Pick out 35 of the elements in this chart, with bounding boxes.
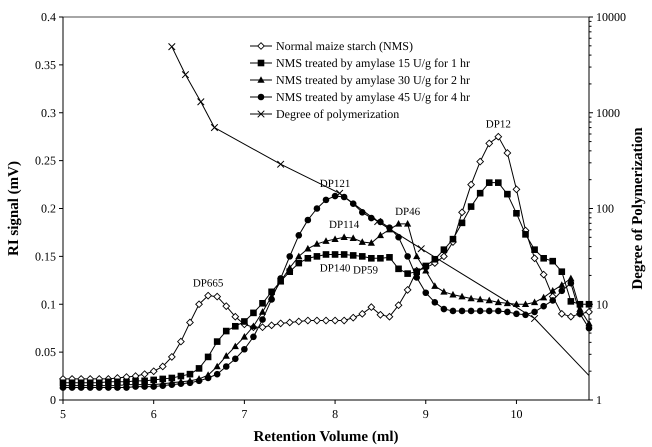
x-tick-label: 6 (150, 407, 157, 421)
y2-axis-title: Degree of Polymerization (630, 126, 646, 290)
legend-label: NMS treated by amylase 45 U/g for 4 hr (276, 90, 470, 104)
y-tick-label: 0.4 (41, 10, 56, 24)
legend-label: Degree of polymerization (276, 107, 400, 121)
x-axis-title: Retention Volume (ml) (254, 429, 398, 445)
y-tick-label: 0.1 (41, 297, 56, 312)
x-tick-label: 10 (510, 407, 522, 421)
y-tick-label: 0 (50, 393, 56, 407)
legend-label: Normal maize starch (NMS) (276, 39, 413, 53)
annotation: DP665 (192, 278, 224, 290)
y2-tick-label: 10 (596, 297, 608, 312)
annotation: DP46 (395, 206, 421, 218)
y-tick-label: 0.2 (41, 202, 56, 216)
y2-tick-label: 1000 (596, 106, 620, 120)
legend-label: NMS treated by amylase 30 U/g for 2 hr (276, 73, 470, 87)
y-axis-title: RI signal (mV) (6, 160, 22, 256)
x-tick-label: 8 (332, 407, 338, 421)
y-tick-label: 0.25 (35, 154, 56, 168)
annotation: DP12 (486, 118, 511, 131)
y-tick-label: 0.35 (35, 58, 56, 72)
y2-tick-label: 100 (596, 202, 614, 216)
y-tick-label: 0.3 (41, 106, 56, 120)
legend-label: NMS treated by amylase 15 U/g for 1 hr (276, 56, 470, 70)
y-tick-label: 0.15 (35, 249, 56, 264)
x-tick-label: 9 (422, 407, 429, 421)
annotation: DP121 (320, 178, 350, 190)
y2-tick-label: 1 (596, 393, 602, 407)
x-tick-label: 7 (241, 407, 248, 421)
annotation: DP140 (320, 262, 351, 274)
x-tick-label: 5 (60, 407, 66, 421)
y2-tick-label: 10000 (596, 10, 626, 24)
annotation: DP114 (329, 219, 360, 232)
annotation: DP59 (352, 264, 379, 276)
y-tick-label: 0.05 (35, 345, 56, 360)
